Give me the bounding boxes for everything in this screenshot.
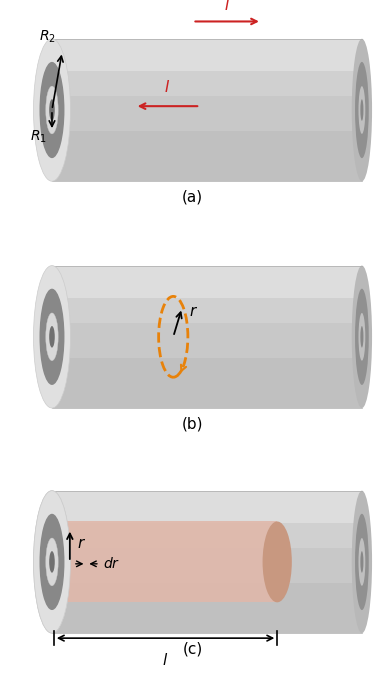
- Polygon shape: [52, 39, 362, 71]
- Ellipse shape: [49, 100, 55, 121]
- Text: $R_2$: $R_2$: [39, 28, 56, 45]
- Ellipse shape: [40, 62, 64, 158]
- Ellipse shape: [46, 538, 58, 586]
- Ellipse shape: [352, 491, 372, 633]
- Ellipse shape: [355, 288, 369, 385]
- Ellipse shape: [358, 538, 365, 586]
- Ellipse shape: [33, 491, 70, 633]
- Ellipse shape: [33, 491, 70, 633]
- Polygon shape: [52, 265, 362, 298]
- Text: $R_1$: $R_1$: [30, 129, 47, 146]
- Ellipse shape: [263, 521, 292, 603]
- Ellipse shape: [49, 326, 55, 347]
- Polygon shape: [52, 71, 362, 95]
- Ellipse shape: [40, 514, 64, 610]
- Text: (a): (a): [182, 190, 203, 204]
- Text: $r$: $r$: [77, 536, 86, 551]
- Ellipse shape: [40, 288, 64, 385]
- Polygon shape: [52, 131, 362, 181]
- Polygon shape: [52, 358, 362, 408]
- Ellipse shape: [352, 39, 372, 181]
- Ellipse shape: [360, 551, 363, 573]
- Ellipse shape: [46, 86, 58, 134]
- Text: $I$: $I$: [164, 79, 171, 95]
- Polygon shape: [52, 39, 362, 181]
- Polygon shape: [52, 265, 362, 408]
- Text: $l$: $l$: [162, 652, 169, 668]
- Ellipse shape: [46, 313, 58, 361]
- Text: (c): (c): [182, 641, 203, 656]
- Ellipse shape: [360, 100, 363, 121]
- Ellipse shape: [46, 538, 58, 586]
- Text: (b): (b): [182, 416, 203, 431]
- Ellipse shape: [49, 551, 55, 573]
- Ellipse shape: [33, 265, 70, 408]
- Ellipse shape: [33, 39, 70, 181]
- Ellipse shape: [355, 62, 369, 158]
- Polygon shape: [52, 584, 362, 633]
- Ellipse shape: [358, 313, 365, 361]
- Ellipse shape: [49, 551, 55, 573]
- Ellipse shape: [360, 326, 363, 347]
- Polygon shape: [54, 521, 277, 603]
- Text: $r$: $r$: [189, 304, 198, 319]
- Ellipse shape: [355, 514, 369, 610]
- Ellipse shape: [352, 265, 372, 408]
- Polygon shape: [52, 523, 362, 548]
- Ellipse shape: [40, 514, 64, 610]
- Text: $I$: $I$: [224, 0, 230, 13]
- Text: $dr$: $dr$: [103, 556, 120, 571]
- Polygon shape: [52, 491, 362, 523]
- Polygon shape: [52, 298, 362, 322]
- Ellipse shape: [358, 86, 365, 134]
- Polygon shape: [52, 491, 362, 633]
